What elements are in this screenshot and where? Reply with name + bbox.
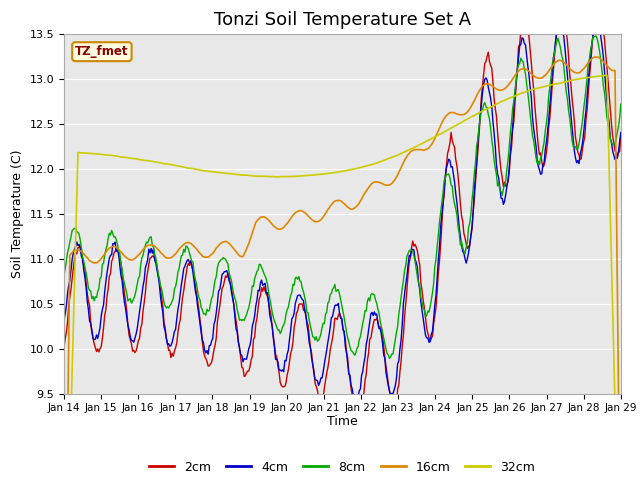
2cm [470,196,478,202]
8cm [567,125,575,131]
8cm [234,307,241,313]
32cm [234,172,241,178]
32cm [469,113,477,119]
2cm [60,345,68,350]
2cm [355,414,362,420]
2cm [399,332,407,338]
4cm [295,292,303,298]
16cm [372,179,380,185]
16cm [399,162,406,168]
8cm [591,33,599,39]
4cm [60,317,68,323]
Line: 2cm: 2cm [64,3,621,417]
8cm [470,170,478,176]
8cm [386,356,394,361]
4cm [567,110,575,116]
Line: 32cm: 32cm [64,75,621,480]
4cm [373,311,381,317]
32cm [295,173,303,179]
8cm [399,277,407,283]
32cm [603,72,611,78]
4cm [234,329,241,335]
32cm [566,78,573,84]
Y-axis label: Soil Temperature (C): Soil Temperature (C) [11,149,24,278]
16cm [295,208,303,214]
2cm [373,316,381,322]
8cm [617,101,625,107]
X-axis label: Time: Time [327,415,358,428]
2cm [617,134,625,140]
16cm [234,250,241,256]
8cm [372,297,380,303]
2cm [295,302,303,308]
4cm [399,300,407,306]
Text: TZ_fmet: TZ_fmet [75,45,129,58]
4cm [351,397,358,403]
16cm [469,100,477,106]
2cm [567,81,575,86]
32cm [372,161,380,167]
16cm [593,54,600,60]
Line: 16cm: 16cm [64,57,621,480]
16cm [566,66,573,72]
4cm [593,14,600,20]
Line: 4cm: 4cm [64,17,621,400]
4cm [617,130,625,135]
4cm [470,187,478,193]
Legend: 2cm, 4cm, 8cm, 16cm, 32cm: 2cm, 4cm, 8cm, 16cm, 32cm [145,456,540,479]
32cm [399,150,406,156]
8cm [60,272,68,278]
Line: 8cm: 8cm [64,36,621,359]
Title: Tonzi Soil Temperature Set A: Tonzi Soil Temperature Set A [214,11,471,29]
8cm [295,274,303,279]
2cm [234,326,241,332]
2cm [595,0,602,6]
